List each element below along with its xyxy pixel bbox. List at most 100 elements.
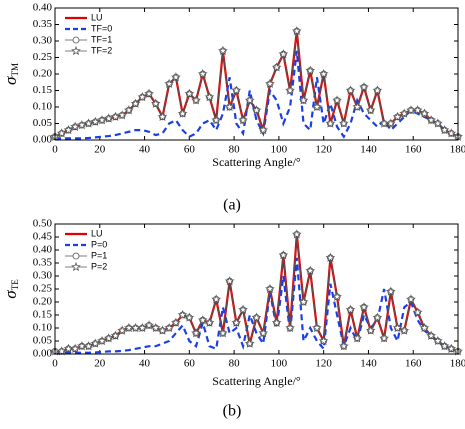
marker — [137, 322, 148, 333]
y-tick-label: 0.30 — [33, 270, 53, 282]
marker — [338, 341, 349, 351]
marker — [298, 95, 309, 105]
marker — [144, 320, 154, 330]
marker — [305, 65, 316, 75]
marker — [305, 265, 316, 275]
marker — [406, 294, 416, 304]
marker — [352, 101, 363, 112]
legend-label: P=0 — [91, 239, 107, 249]
marker — [332, 95, 342, 105]
y-axis-label: σTM — [1, 63, 20, 85]
marker — [298, 296, 309, 307]
marker — [432, 118, 443, 128]
y-tick-label: 0.05 — [33, 335, 53, 347]
marker — [56, 128, 67, 138]
marker — [412, 105, 423, 115]
marker — [258, 328, 269, 338]
marker — [72, 252, 80, 260]
y-tick-label: 0.15 — [33, 309, 53, 321]
marker — [231, 85, 242, 95]
series-line — [55, 257, 459, 354]
marker — [71, 261, 81, 272]
marker — [110, 111, 121, 122]
legend: LUP=0P=1P=2 — [65, 228, 107, 271]
y-tick-label: 0.30 — [33, 35, 53, 47]
marker — [325, 118, 336, 128]
y-tick-label: 0.40 — [33, 244, 53, 256]
marker — [90, 116, 101, 127]
marker — [285, 85, 295, 95]
x-axis-label: Scattering Angle/° — [212, 155, 301, 169]
marker — [224, 276, 235, 286]
y-tick-label: 0.10 — [33, 322, 53, 334]
y-tick-label: 0.35 — [33, 257, 53, 269]
marker — [177, 108, 188, 118]
marker — [171, 72, 181, 82]
chart: 0.000.050.100.150.200.250.300.350.400.45… — [1, 218, 465, 420]
marker — [71, 45, 81, 56]
marker — [251, 105, 262, 115]
marker — [265, 283, 275, 294]
y-tick-label: 0.00 — [33, 134, 53, 146]
y-tick-label: 0.25 — [33, 283, 53, 295]
marker — [439, 341, 450, 351]
y-axis-label: σTE — [1, 279, 20, 299]
marker — [352, 333, 363, 343]
marker — [271, 317, 282, 327]
x-tick-label: 40 — [139, 144, 151, 156]
x-tick-label: 140 — [360, 144, 377, 156]
y-tick-label: 0.45 — [33, 231, 53, 243]
marker — [70, 121, 81, 131]
x-tick-label: 0 — [52, 358, 58, 370]
marker — [184, 88, 195, 98]
y-tick-label: 0.20 — [33, 296, 53, 308]
x-tick-label: 80 — [229, 358, 241, 370]
marker — [150, 98, 161, 108]
marker — [426, 115, 437, 125]
x-tick-label: 140 — [360, 358, 377, 370]
marker — [110, 330, 121, 340]
marker — [90, 338, 101, 348]
marker — [365, 105, 376, 115]
marker — [191, 95, 201, 105]
marker — [332, 291, 342, 301]
y-tick-label: 0.20 — [33, 68, 53, 80]
marker — [385, 118, 396, 128]
marker — [244, 338, 255, 348]
y-tick-label: 0.25 — [33, 51, 53, 63]
y-tick-label: 0.05 — [33, 117, 53, 129]
marker — [157, 111, 168, 122]
marker — [325, 252, 336, 262]
marker — [150, 322, 161, 333]
y-tick-label: 0.00 — [33, 348, 53, 360]
x-tick-label: 20 — [94, 358, 106, 370]
caption: (a) — [223, 197, 241, 214]
marker — [218, 328, 228, 338]
legend-label: TF=1 — [91, 34, 112, 44]
marker — [412, 307, 423, 317]
marker — [291, 25, 302, 36]
y-axis-subscript: TM — [10, 63, 20, 77]
marker — [399, 325, 410, 335]
marker — [76, 120, 87, 130]
marker — [318, 335, 329, 346]
x-tick-label: 160 — [405, 144, 422, 156]
legend-label: TF=0 — [91, 23, 112, 33]
x-tick-label: 120 — [315, 144, 332, 156]
marker — [231, 317, 242, 327]
marker — [164, 78, 175, 89]
marker — [83, 341, 94, 351]
marker — [130, 322, 141, 333]
x-tick-label: 160 — [405, 358, 422, 370]
marker — [338, 118, 349, 128]
marker — [144, 88, 154, 98]
marker — [211, 115, 222, 125]
y-axis-subscript: TE — [10, 279, 20, 290]
y-tick-label: 0.50 — [33, 218, 53, 230]
marker — [191, 328, 201, 338]
series-line — [54, 30, 459, 138]
marker — [130, 98, 141, 108]
marker — [392, 111, 403, 122]
y-axis-symbol: σ — [1, 290, 20, 299]
